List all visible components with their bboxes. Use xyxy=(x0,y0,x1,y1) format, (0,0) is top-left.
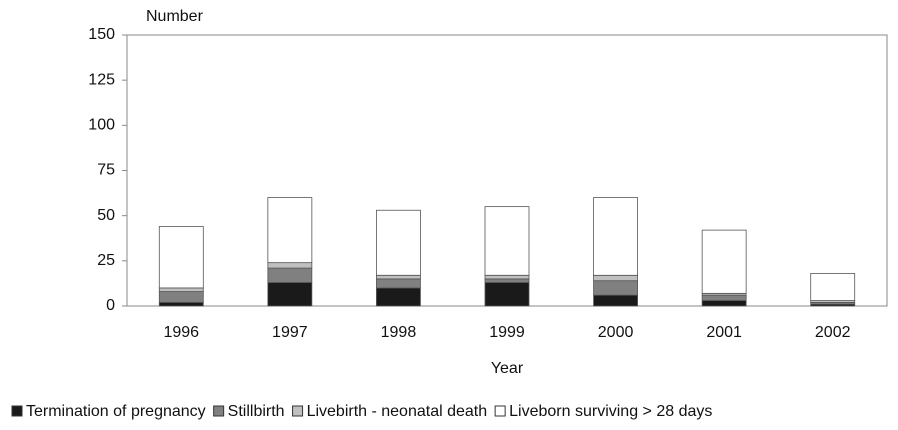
y-tick-label: 100 xyxy=(88,117,115,134)
bar-segment xyxy=(267,197,313,264)
bar-segment xyxy=(376,209,421,276)
y-tick-label: 50 xyxy=(97,207,115,224)
bar-segment xyxy=(267,267,313,283)
legend-swatch xyxy=(494,405,506,417)
bar-segment xyxy=(158,301,204,307)
bar-segment xyxy=(376,274,421,280)
legend-label: Liveborn surviving > 28 days xyxy=(509,403,712,420)
bar-segment xyxy=(376,278,421,289)
bar-segment xyxy=(267,262,313,269)
bar-segment xyxy=(158,287,204,292)
bar-segment xyxy=(593,197,638,276)
bar-segment xyxy=(701,229,747,294)
bar-segment xyxy=(593,294,638,307)
bar-segment xyxy=(810,273,856,301)
legend-swatch xyxy=(11,405,23,417)
x-axis-title: Year xyxy=(491,360,524,377)
x-tick-label: 2000 xyxy=(598,324,634,341)
bar-segment xyxy=(701,294,747,301)
bar-segment xyxy=(158,226,204,289)
x-tick-label: 2001 xyxy=(706,324,742,341)
bar-segment xyxy=(158,291,204,303)
y-tick-label: 75 xyxy=(97,162,115,179)
y-tick-label: 25 xyxy=(97,252,115,269)
bar-segment xyxy=(701,300,747,307)
x-tick-label: 2002 xyxy=(815,324,851,341)
y-axis-title: Number xyxy=(146,8,204,25)
bar-segment xyxy=(593,280,638,296)
bar-segment xyxy=(267,282,313,307)
x-tick-label: 1999 xyxy=(489,324,525,341)
bar-segment xyxy=(484,278,530,283)
legend-label: Termination of pregnancy xyxy=(26,403,206,420)
x-tick-label: 1996 xyxy=(163,324,199,341)
y-tick-label: 0 xyxy=(106,297,115,314)
legend-swatch xyxy=(213,405,225,417)
bar-segment xyxy=(484,206,530,276)
legend-swatch xyxy=(292,405,304,417)
legend-label: Livebirth - neonatal death xyxy=(307,403,488,420)
bar-segment xyxy=(593,274,638,282)
bar-segment xyxy=(484,282,530,307)
y-tick-label: 150 xyxy=(88,26,115,43)
legend-label: Stillbirth xyxy=(228,403,285,420)
x-tick-label: 1998 xyxy=(381,324,417,341)
y-tick-label: 125 xyxy=(88,71,115,88)
bar-segment xyxy=(376,287,421,307)
x-tick-label: 1997 xyxy=(272,324,308,341)
bar-segment xyxy=(484,274,530,280)
